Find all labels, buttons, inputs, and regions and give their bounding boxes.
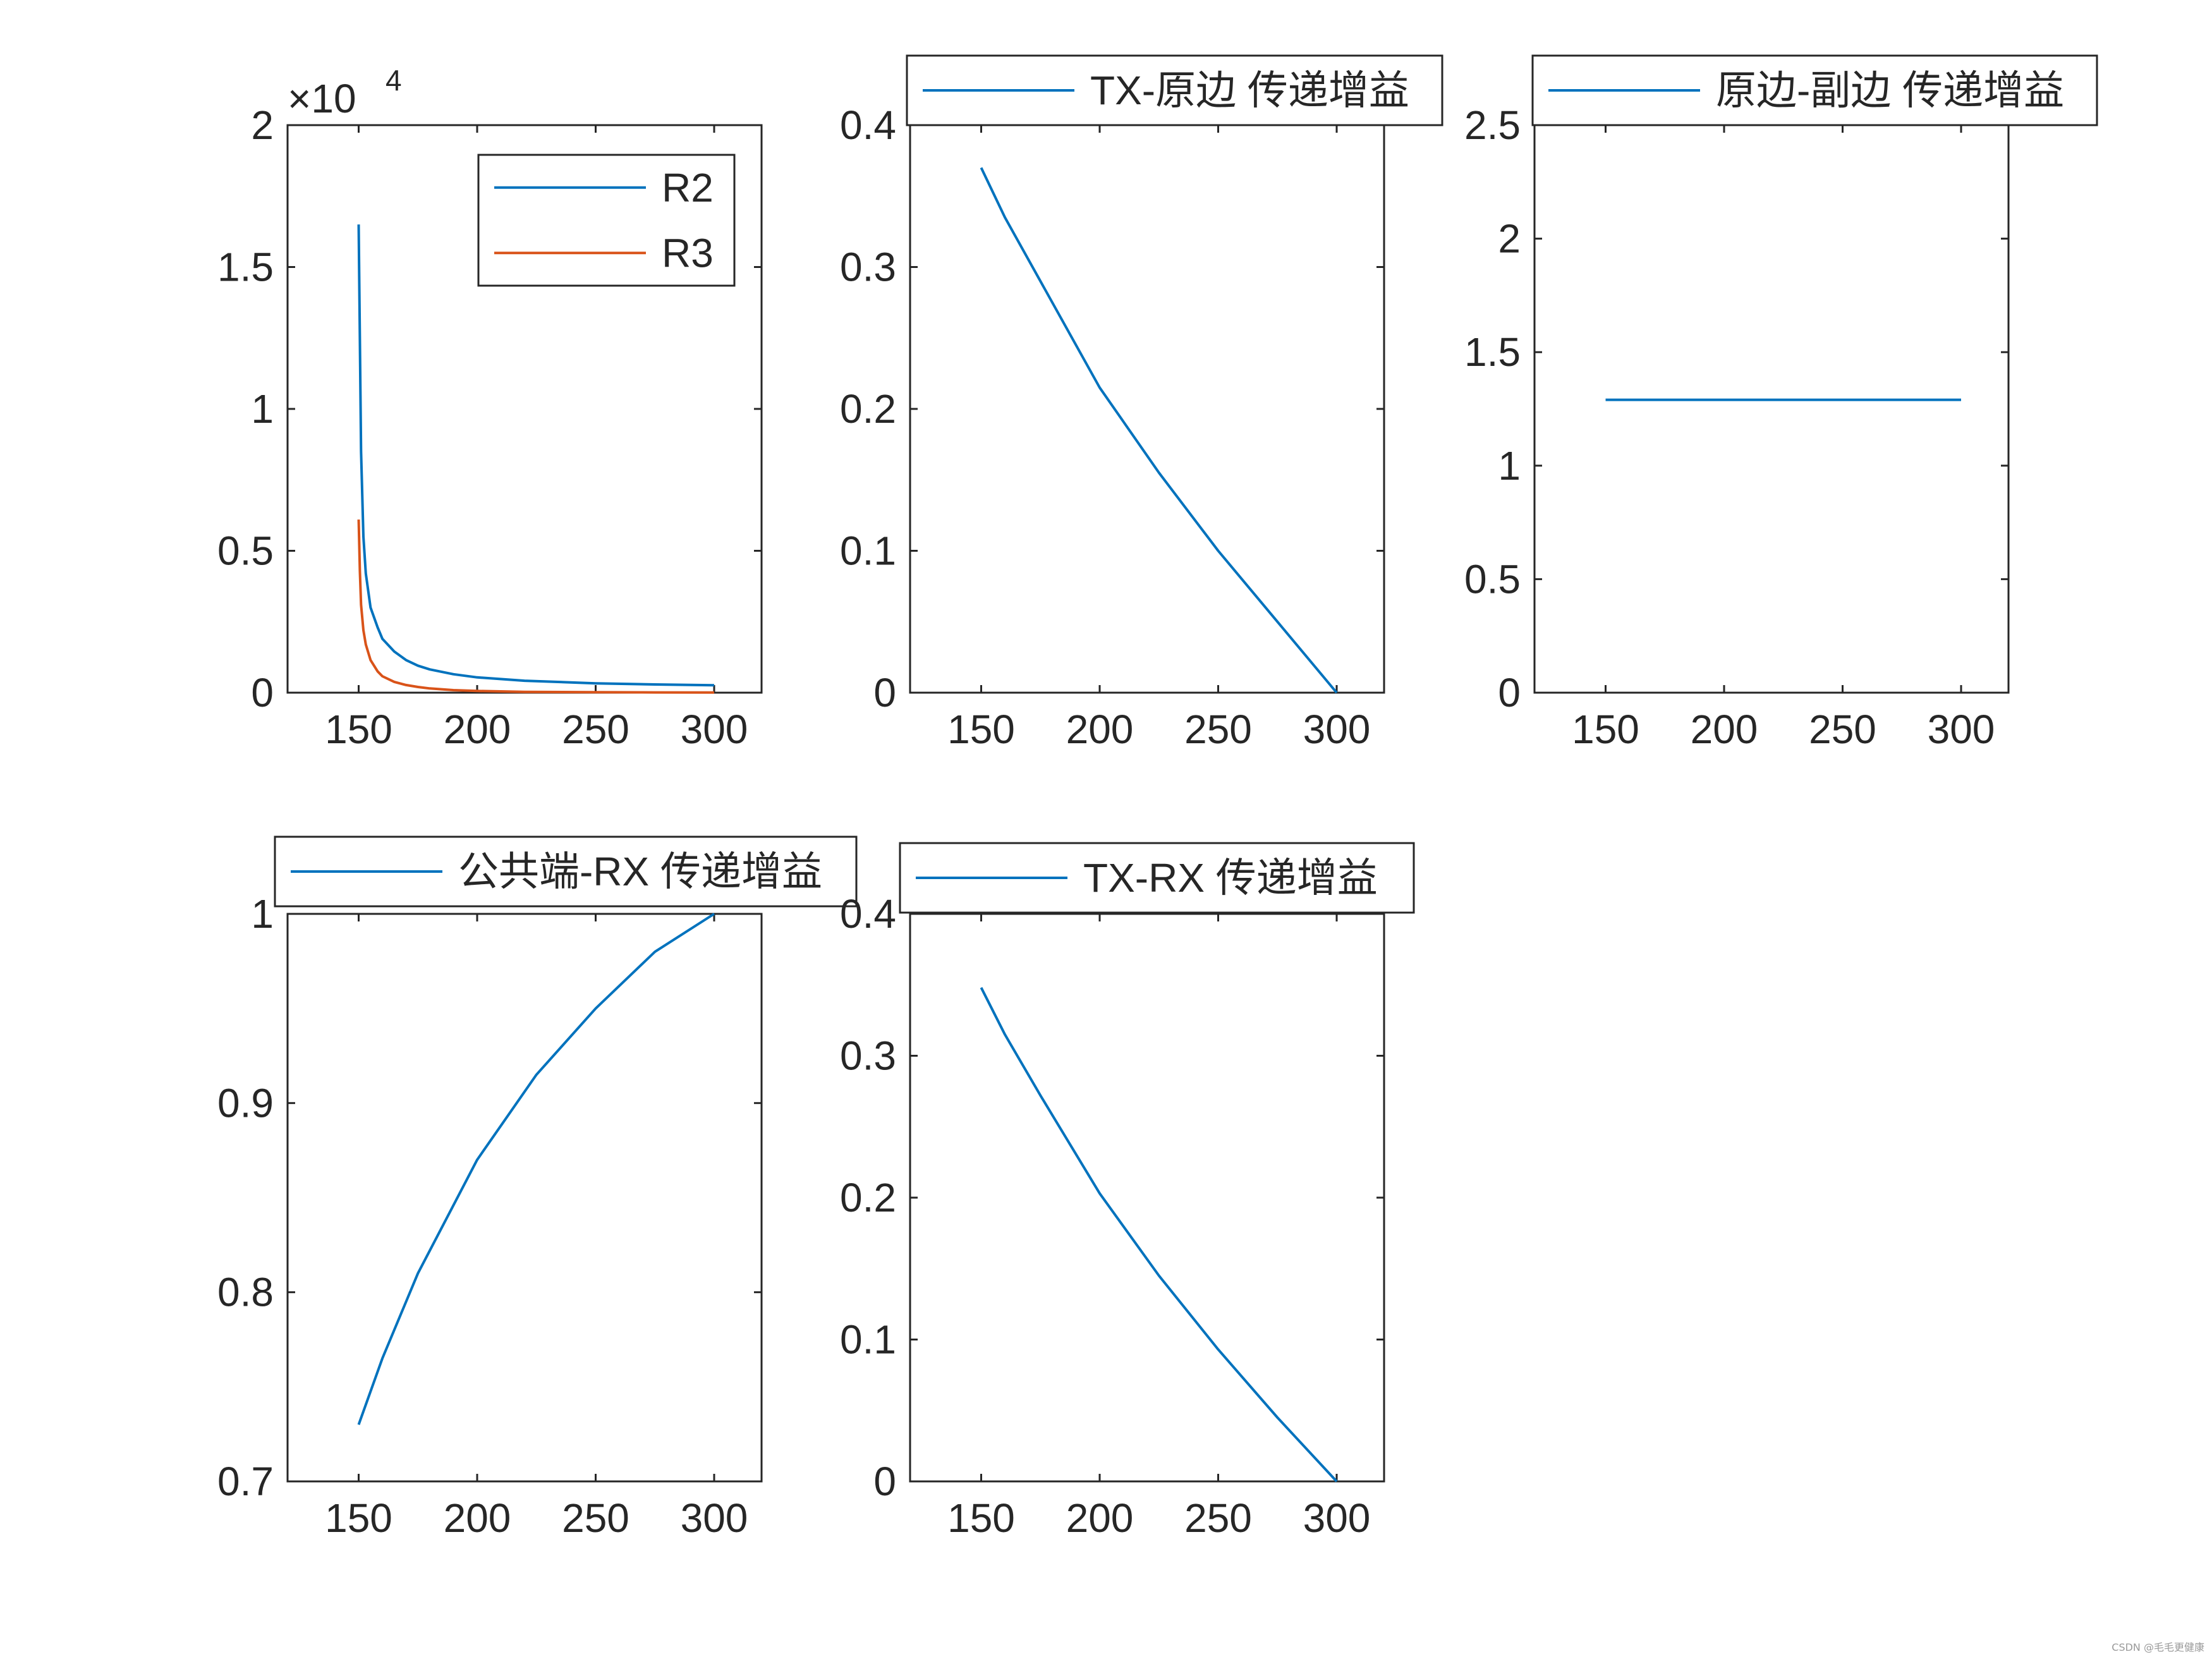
y-tick-label: 0: [873, 1459, 896, 1504]
x-tick-label: 150: [1572, 707, 1639, 752]
y-tick-label: 0.3: [840, 245, 896, 290]
axes-box: [909, 913, 1385, 1483]
y-tick-label: 0.2: [840, 1175, 896, 1220]
x-tick-label: 250: [562, 707, 629, 752]
y-tick-label: 1: [1498, 443, 1521, 489]
y-tick-label: 0.1: [840, 528, 896, 574]
axes-box: [1533, 124, 2010, 694]
subplot-2: 150 200 250 300 0 0.1 0.2 0.3 0.4 TX-原边 传递增益: [840, 54, 1443, 752]
y-tick-label: 1.5: [1464, 329, 1521, 375]
x-tick-label: 300: [681, 707, 748, 752]
x-tick-label: 200: [444, 707, 511, 752]
x-tick-label: 150: [947, 707, 1015, 752]
y-tick-label: 0.5: [1464, 556, 1521, 602]
x-tick-label: 200: [1066, 1495, 1134, 1541]
y-tick-label: 0.9: [217, 1080, 274, 1126]
series-line-2: [357, 520, 715, 694]
y-tick-label: 0.3: [840, 1033, 896, 1079]
legend-label: R2: [662, 165, 714, 210]
y-tick-label: 0: [873, 670, 896, 715]
y-tick-label: 2: [1498, 216, 1521, 262]
legend-box: [274, 836, 858, 908]
legend: TX-原边 传递增益: [906, 54, 1443, 126]
subplot-5: 150 200 250 300 0 0.1 0.2 0.3 0.4 TX-RX 传递增益: [840, 842, 1415, 1541]
legend-box: [477, 154, 736, 287]
subplot-3: 150 200 250 300 0 0.5 1 1.5 2 2.5 原边-副边 传递增益: [1464, 54, 2098, 752]
legend-box: [899, 842, 1415, 914]
series-line-1: [357, 913, 715, 1425]
legend-label: R3: [662, 230, 714, 276]
x-tick-label: 300: [1303, 707, 1371, 752]
y-tick-label: 1: [251, 891, 274, 937]
y-tick-label: 0.4: [840, 891, 896, 937]
axes-box: [909, 124, 1385, 694]
legend: 原边-副边 传递增益: [1531, 54, 2098, 126]
x-tick-label: 250: [562, 1495, 629, 1541]
y-tick-label: 0: [251, 670, 274, 715]
legend: 公共端-RX 传递增益: [274, 836, 858, 908]
x-tick-label: 250: [1184, 1495, 1252, 1541]
x-tick-label: 150: [947, 1495, 1015, 1541]
y-tick-label: 2.5: [1464, 102, 1521, 148]
x-tick-label: 250: [1809, 707, 1876, 752]
watermark: CSDN @毛毛更健康: [2112, 1641, 2204, 1653]
x-tick-label: 200: [444, 1495, 511, 1541]
y-tick-label: 1.5: [217, 245, 274, 290]
y-exponent-label: ×10: [288, 76, 356, 121]
series-line-1: [980, 987, 1338, 1483]
x-tick-label: 300: [681, 1495, 748, 1541]
subplot-4: 150 200 250 300 0.7 0.8 0.9 1 公共端-RX 传递增益: [217, 836, 858, 1541]
legend-label: TX-原边 传递增益: [1090, 68, 1409, 113]
y-tick-label: 0.2: [840, 386, 896, 432]
y-tick-label: 2: [251, 102, 274, 148]
y-exponent-power: 4: [386, 64, 402, 97]
series-line-1: [357, 224, 715, 687]
x-tick-label: 300: [1303, 1495, 1371, 1541]
y-tick-label: 0.5: [217, 528, 274, 574]
y-tick-label: 0.7: [217, 1459, 274, 1504]
legend-label: TX-RX 传递增益: [1083, 855, 1378, 901]
legend: TX-RX 传递增益: [899, 842, 1415, 914]
axes-box: [286, 913, 763, 1483]
x-tick-label: 250: [1184, 707, 1252, 752]
x-tick-label: 150: [325, 707, 392, 752]
x-tick-label: 300: [1928, 707, 1995, 752]
y-tick-label: 0: [1498, 670, 1521, 715]
y-tick-label: 0.8: [217, 1270, 274, 1315]
x-tick-label: 200: [1066, 707, 1134, 752]
y-tick-label: 1: [251, 386, 274, 432]
series-line-1: [980, 167, 1338, 694]
y-tick-label: 0.1: [840, 1317, 896, 1363]
y-tick-label: 0.4: [840, 102, 896, 148]
legend-label: 原边-副边 传递增益: [1716, 68, 2064, 113]
x-tick-label: 200: [1691, 707, 1758, 752]
x-tick-label: 150: [325, 1495, 392, 1541]
legend-label: 公共端-RX 传递增益: [458, 849, 822, 894]
